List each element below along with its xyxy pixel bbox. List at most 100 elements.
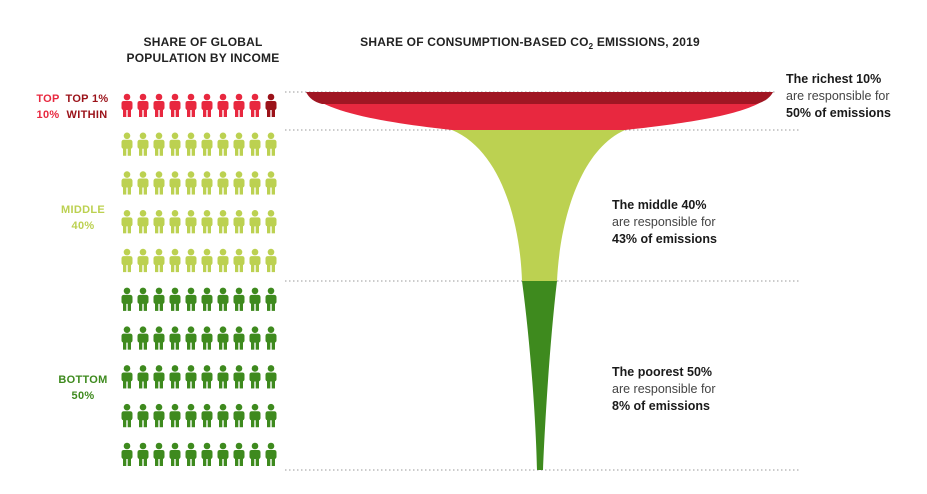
person-icon-bottom <box>201 287 213 311</box>
annotation-bottom-line2: are responsible for <box>612 382 716 396</box>
person-icon-middle <box>201 132 213 156</box>
person-icon-bottom <box>153 287 165 311</box>
person-icon-bottom <box>217 442 229 466</box>
person-icon-bottom <box>137 403 149 428</box>
person-icon-bottom <box>153 442 165 466</box>
person-icon-top <box>153 93 165 117</box>
annotation-bottom: The poorest 50% are responsible for 8% o… <box>612 364 716 415</box>
person-icon-middle <box>169 210 181 234</box>
group-label-top-line2: 10% <box>36 109 60 121</box>
person-icon-bottom <box>169 287 181 311</box>
person-icon-bottom <box>201 365 213 389</box>
chart-title-main: SHARE OF CONSUMPTION-BASED CO <box>360 35 589 49</box>
person-icon-middle <box>201 210 213 234</box>
person-icon-middle <box>233 171 245 195</box>
group-label-bottom-line1: BOTTOM <box>58 374 108 386</box>
person-icon-bottom <box>153 365 165 389</box>
person-icon-middle <box>265 248 277 273</box>
person-icon-middle <box>153 210 165 234</box>
person-icon-middle <box>137 171 149 195</box>
population-header-line2: POPULATION BY INCOME <box>126 51 280 65</box>
annotation-middle-line3: 43% of emissions <box>612 232 717 246</box>
annotation-bottom-line3: 8% of emissions <box>612 399 710 413</box>
person-icon-bottom <box>137 287 149 311</box>
group-label-middle: MIDDLE 40% <box>48 202 118 234</box>
person-icon-bottom <box>249 326 261 350</box>
person-icon-bottom <box>201 403 213 428</box>
group-label-top1-line1: TOP 1% <box>65 93 109 105</box>
annotation-top: The richest 10% are responsible for 50% … <box>786 71 891 122</box>
person-icon-bottom <box>265 287 277 311</box>
person-icon-middle <box>201 171 213 195</box>
group-label-top1: TOP 1% WITHIN <box>62 91 112 123</box>
person-icon-bottom <box>121 365 133 389</box>
person-icon-middle <box>137 132 149 156</box>
person-icon-top <box>137 93 149 117</box>
person-icon-bottom <box>233 365 245 389</box>
person-icon-middle <box>185 248 197 273</box>
person-icon-bottom <box>217 287 229 311</box>
person-icon-middle <box>153 171 165 195</box>
annotation-middle-line1: The middle 40% <box>612 198 707 212</box>
person-icon-middle <box>137 248 149 273</box>
person-icon-bottom <box>137 442 149 466</box>
person-icon-middle <box>233 132 245 156</box>
person-icon-top <box>201 93 213 117</box>
person-icon-middle <box>265 132 277 156</box>
person-icon-bottom <box>249 287 261 311</box>
population-header: SHARE OF GLOBAL POPULATION BY INCOME <box>118 34 288 66</box>
person-icon-bottom <box>265 442 277 466</box>
annotation-top-line1: The richest 10% <box>786 72 882 86</box>
person-icon-bottom <box>185 326 197 350</box>
person-icon-top <box>185 93 197 117</box>
person-icon-bottom <box>233 326 245 350</box>
group-label-top-line1: TOP <box>36 93 60 105</box>
person-icon-middle <box>249 248 261 273</box>
annotation-bottom-line1: The poorest 50% <box>612 365 713 379</box>
annotation-top-line2: are responsible for <box>786 89 890 103</box>
person-icon-bottom <box>265 403 277 428</box>
group-label-middle-line1: MIDDLE <box>61 204 105 216</box>
person-icon-top <box>121 93 133 117</box>
person-icon-bottom <box>169 365 181 389</box>
person-icon-middle <box>169 171 181 195</box>
group-label-middle-line2: 40% <box>71 220 95 232</box>
person-icon-bottom <box>121 442 133 466</box>
person-icon-middle <box>233 210 245 234</box>
chart-title-tail: EMISSIONS, 2019 <box>593 35 700 49</box>
person-icon-bottom <box>169 442 181 466</box>
person-icon-bottom <box>217 403 229 428</box>
person-icon-middle <box>185 210 197 234</box>
person-icon-bottom <box>185 403 197 428</box>
person-icon-top <box>233 93 245 117</box>
person-icon-bottom <box>249 442 261 466</box>
person-icon-middle <box>217 171 229 195</box>
person-icon-middle <box>233 248 245 273</box>
person-icon-middle <box>153 132 165 156</box>
chart-title: SHARE OF CONSUMPTION-BASED CO2 EMISSIONS… <box>330 34 730 55</box>
person-icon-middle <box>153 248 165 273</box>
person-icon-middle <box>185 171 197 195</box>
person-icon-bottom <box>169 326 181 350</box>
person-icon-middle <box>217 132 229 156</box>
funnel-bottom-segment <box>522 281 557 470</box>
person-icon-bottom <box>201 442 213 466</box>
person-icon-middle <box>121 171 133 195</box>
person-icon-bottom <box>121 326 133 350</box>
person-icon-middle <box>121 248 133 273</box>
person-icon-middle <box>185 132 197 156</box>
person-icon-bottom <box>137 365 149 389</box>
person-icon-bottom <box>233 287 245 311</box>
person-icon-bottom <box>121 287 133 311</box>
person-icon-middle <box>169 248 181 273</box>
person-icon-middle <box>217 248 229 273</box>
person-icon-bottom <box>249 365 261 389</box>
person-icon-bottom <box>201 326 213 350</box>
person-icon-middle <box>217 210 229 234</box>
person-icon-top <box>169 93 181 117</box>
person-icon-middle <box>249 171 261 195</box>
person-icon-middle <box>265 171 277 195</box>
person-icon-middle <box>121 132 133 156</box>
group-label-bottom-line2: 50% <box>71 390 95 402</box>
